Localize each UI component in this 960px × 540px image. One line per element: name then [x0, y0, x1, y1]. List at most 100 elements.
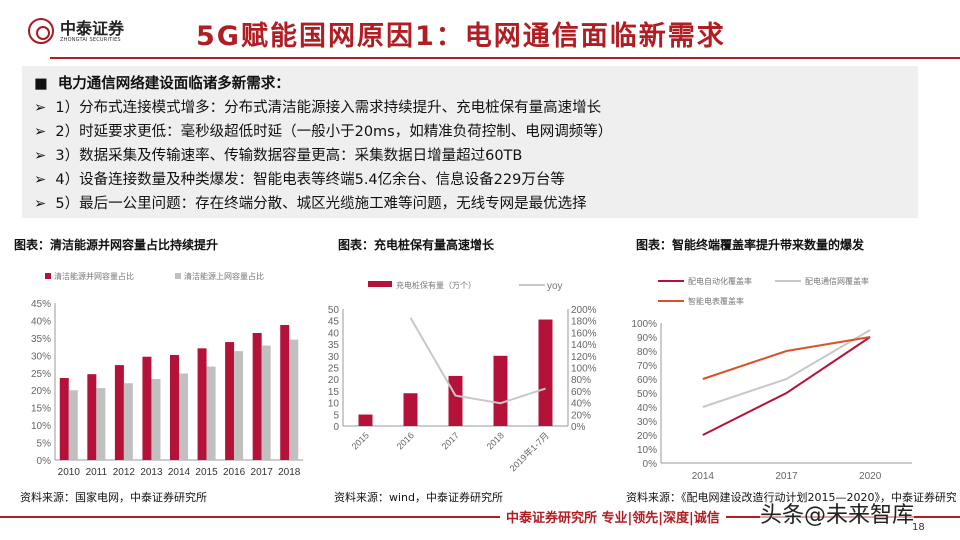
x-tick-label: 2012	[113, 467, 136, 478]
bullet-text: 4）设备连接数量及种类爆发：智能电表等终端5.4亿余台、信息设备229万台等	[55, 172, 565, 188]
legend-swatch	[368, 281, 392, 287]
y2-tick-label: 180%	[571, 317, 597, 328]
line-配电自动化覆盖率	[702, 336, 871, 436]
bar-清洁能源上网容量占比	[234, 351, 244, 460]
y-tick-label: 35%	[31, 334, 51, 345]
legend-label: 清洁能源并网容量占比	[54, 271, 134, 281]
y-tick-label: 40%	[31, 316, 51, 327]
charts-canvas: 0%5%10%15%20%25%30%35%40%45%2010 2011 2012…	[31, 271, 912, 482]
y2-tick-label: 60%	[571, 387, 591, 398]
bullet-heading: ■ 电力通信网络建设面临诸多新需求：	[34, 72, 290, 93]
title-divider	[50, 57, 960, 59]
y-tick-label: 30%	[637, 417, 657, 428]
bar-charging-piles	[358, 414, 373, 426]
footer-slogan: 中泰证券研究所 专业|领先|深度|诚信	[500, 507, 726, 526]
y2-tick-label: 140%	[571, 340, 597, 351]
x-tick-label: 2020	[859, 471, 882, 482]
y-tick-label: 80%	[637, 347, 657, 358]
chart3-source: 资料来源：《配电网建设改造行动计划2015—2020》，中泰证券研究所	[626, 491, 956, 504]
y-tick-label: 10%	[637, 445, 657, 456]
y2-tick-label: 0%	[571, 422, 586, 433]
arrow-bullet-icon: ➢	[34, 148, 47, 164]
bar-清洁能源并网容量占比	[142, 356, 152, 460]
bar-charging-piles	[448, 375, 463, 426]
x-tick-label: 2017	[440, 430, 461, 451]
x-tick-label: 2014	[168, 467, 191, 478]
bar-清洁能源并网容量占比	[225, 342, 235, 460]
y-tick-label: 20%	[31, 386, 51, 397]
y-tick-label: 90%	[637, 333, 657, 344]
arrow-bullet-icon: ➢	[34, 124, 47, 140]
slide-title: 5G赋能国网原因1：电网通信面临新需求	[196, 21, 726, 52]
chart2-source: 资料来源：wind，中泰证券研究所	[334, 491, 504, 504]
x-tick-label: 2018	[278, 467, 301, 478]
legend-label: 配电通信网覆盖率	[805, 276, 869, 286]
bar-清洁能源并网容量占比	[252, 333, 262, 460]
square-bullet-icon: ■	[34, 76, 48, 92]
y-tick-label: 15	[328, 387, 340, 398]
x-tick-label: 2013	[140, 467, 163, 478]
y-tick-label: 50%	[637, 389, 657, 400]
logo-en: ZHONGTAI SECURITIES	[60, 36, 121, 43]
bar-清洁能源并网容量占比	[59, 378, 69, 460]
bullet-item: ➢ 3）数据采集及传输速率、传输数据容量更高：采集数据日增量超过60TB	[34, 144, 522, 165]
y2-tick-label: 80%	[571, 375, 591, 386]
bar-清洁能源上网容量占比	[289, 339, 299, 460]
bar-清洁能源上网容量占比	[179, 373, 188, 460]
x-tick-label: 2019年1-7月	[507, 430, 551, 474]
company-logo: 中泰证券 ZHONGTAI SECURITIES	[28, 18, 124, 44]
y2-tick-label: 160%	[571, 328, 597, 339]
y-tick-label: 45	[328, 317, 340, 328]
x-tick-label: 2014	[692, 471, 715, 482]
logo-cn: 中泰证券	[60, 18, 125, 38]
y2-tick-label: 120%	[571, 352, 597, 363]
legend-swatch	[45, 273, 51, 279]
legend-swatch	[175, 273, 181, 279]
chart1-source: 资料来源：国家电网，中泰证券研究所	[20, 491, 207, 504]
line-yoy	[409, 317, 546, 405]
y-tick-label: 40%	[637, 403, 657, 414]
page-number: 18	[912, 522, 925, 533]
bar-清洁能源并网容量占比	[87, 374, 97, 460]
bar-清洁能源并网容量占比	[280, 324, 290, 460]
y-tick-label: 30	[328, 352, 340, 363]
bullet-item: ➢ 5）最后一公里问题：存在终端分散、城区光缆施工难等问题，无线专网是最优选择	[34, 192, 587, 213]
x-tick-label: 2016	[223, 467, 246, 478]
bullet-item: ➢ 2）时延要求更低：毫秒级超低时延（一般小于20ms，如精准负荷控制、电网调频…	[34, 120, 612, 141]
y2-tick-label: 40%	[571, 399, 591, 410]
requirements-box: ■ 电力通信网络建设面临诸多新需求： ➢ 1）分布式连接模式增多：分布式清洁能源…	[22, 66, 918, 218]
arrow-bullet-icon: ➢	[34, 100, 47, 116]
bar-清洁能源上网容量占比	[123, 383, 133, 460]
bullet-text: 2）时延要求更低：毫秒级超低时延（一般小于20ms，如精准负荷控制、电网调频等）	[55, 124, 613, 140]
y-tick-label: 70%	[637, 361, 657, 372]
y-tick-label: 25%	[31, 369, 51, 380]
legend-label: yoy	[547, 281, 563, 292]
line-配电通信网覆盖率	[702, 329, 871, 408]
bar-清洁能源上网容量占比	[68, 390, 78, 460]
y-tick-label: 10%	[31, 421, 51, 432]
bar-charging-piles	[403, 393, 418, 426]
y-tick-label: 0%	[37, 456, 52, 467]
chart1-title: 图表：清洁能源并网容量占比持续提升	[14, 238, 219, 252]
y-tick-label: 5%	[37, 439, 52, 450]
arrow-bullet-icon: ➢	[34, 172, 47, 188]
bullet-text: 3）数据采集及传输速率、传输数据容量更高：采集数据日增量超过60TB	[55, 148, 523, 164]
logo-emblem-icon	[28, 18, 54, 44]
y2-tick-label: 200%	[571, 305, 597, 316]
y-tick-label: 100%	[631, 319, 657, 330]
bullet-item: ➢ 4）设备连接数量及种类爆发：智能电表等终端5.4亿余台、信息设备229万台等	[34, 168, 565, 189]
y-tick-label: 10	[328, 399, 340, 410]
y2-tick-label: 100%	[571, 364, 597, 375]
x-tick-label: 2017	[775, 471, 798, 482]
arrow-bullet-icon: ➢	[34, 196, 47, 212]
bar-charging-piles	[538, 319, 553, 426]
chart3-title: 图表：智能终端覆盖率提升带来数量的爆发	[636, 238, 865, 252]
footer-line	[0, 516, 960, 518]
watermark: 头条@未来智库	[760, 503, 915, 529]
x-tick-label: 2015	[195, 467, 218, 478]
legend-label: 智能电表覆盖率	[688, 296, 744, 306]
bullet-heading-text: 电力通信网络建设面临诸多新需求：	[57, 76, 290, 92]
y-tick-label: 15%	[31, 404, 51, 415]
y-tick-label: 35	[328, 340, 340, 351]
x-tick-label: 2010	[58, 467, 81, 478]
